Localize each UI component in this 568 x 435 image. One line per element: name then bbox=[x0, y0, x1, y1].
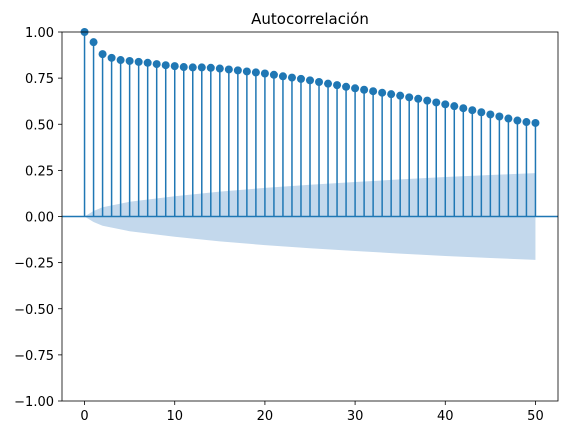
acf-point bbox=[179, 63, 188, 72]
acf-point bbox=[360, 85, 369, 94]
acf-point bbox=[170, 62, 179, 71]
stems-layer bbox=[83, 32, 537, 217]
x-tick-label: 40 bbox=[437, 409, 454, 424]
y-tick-label: 1.00 bbox=[25, 26, 54, 41]
acf-point bbox=[531, 118, 540, 127]
acf-point bbox=[233, 66, 242, 75]
acf-point bbox=[107, 53, 116, 62]
acf-point bbox=[197, 63, 206, 72]
y-tick-label: 0.25 bbox=[25, 164, 54, 179]
acf-point bbox=[161, 61, 170, 70]
acf-point bbox=[477, 108, 486, 117]
acf-point bbox=[369, 87, 378, 96]
acf-point bbox=[215, 64, 224, 73]
acf-point bbox=[504, 114, 513, 123]
y-axis: −1.00 −0.75 −0.50 −0.25 0.00 0.25 0.50 0.75 1.00 bbox=[14, 26, 62, 410]
acf-point bbox=[459, 104, 468, 113]
acf-point bbox=[143, 58, 152, 67]
acf-point bbox=[522, 118, 531, 127]
acf-point bbox=[513, 116, 522, 125]
acf-point bbox=[423, 96, 432, 105]
acf-point bbox=[287, 73, 296, 82]
acf-point bbox=[296, 74, 305, 83]
acf-point bbox=[134, 57, 143, 66]
acf-point bbox=[324, 79, 333, 88]
x-tick-label: 10 bbox=[166, 409, 183, 424]
acf-point bbox=[315, 77, 324, 86]
acf-point bbox=[152, 60, 161, 69]
markers-layer bbox=[80, 28, 540, 127]
acf-point bbox=[98, 50, 107, 59]
acf-point bbox=[260, 69, 269, 78]
y-tick-label: −0.25 bbox=[14, 257, 54, 272]
y-tick-label: 0.75 bbox=[25, 72, 54, 87]
x-axis: 0 10 20 30 40 50 bbox=[80, 401, 544, 424]
acf-point bbox=[89, 38, 98, 47]
acf-point bbox=[278, 72, 287, 81]
acf-point bbox=[432, 98, 441, 107]
acf-point bbox=[242, 67, 251, 76]
acf-point bbox=[468, 106, 477, 115]
acf-point bbox=[414, 94, 423, 103]
acf-point bbox=[450, 102, 459, 111]
acf-point bbox=[486, 110, 495, 119]
x-tick-label: 0 bbox=[80, 409, 88, 424]
acf-point bbox=[224, 65, 233, 74]
acf-point bbox=[405, 93, 414, 102]
acf-point bbox=[333, 81, 342, 90]
y-tick-label: −0.50 bbox=[14, 303, 54, 318]
acf-point bbox=[306, 76, 314, 85]
acf-point bbox=[188, 63, 197, 72]
x-tick-label: 20 bbox=[257, 409, 274, 424]
acf-point bbox=[351, 84, 360, 93]
acf-point bbox=[342, 82, 351, 91]
acf-point bbox=[251, 68, 260, 77]
x-tick-label: 50 bbox=[527, 409, 544, 424]
acf-point bbox=[441, 100, 450, 109]
acf-point bbox=[269, 70, 278, 79]
x-tick-label: 30 bbox=[347, 409, 364, 424]
acf-point bbox=[378, 88, 387, 97]
y-tick-label: 0.50 bbox=[25, 118, 54, 133]
y-tick-label: −1.00 bbox=[14, 395, 54, 410]
acf-point bbox=[387, 90, 396, 99]
acf-point bbox=[116, 56, 125, 65]
acf-point bbox=[206, 63, 215, 72]
acf-point bbox=[396, 91, 405, 100]
acf-point bbox=[495, 112, 504, 121]
y-tick-label: 0.00 bbox=[25, 211, 54, 226]
chart-title: Autocorrelación bbox=[251, 10, 369, 28]
y-tick-label: −0.75 bbox=[14, 349, 54, 364]
acf-point bbox=[125, 56, 134, 65]
